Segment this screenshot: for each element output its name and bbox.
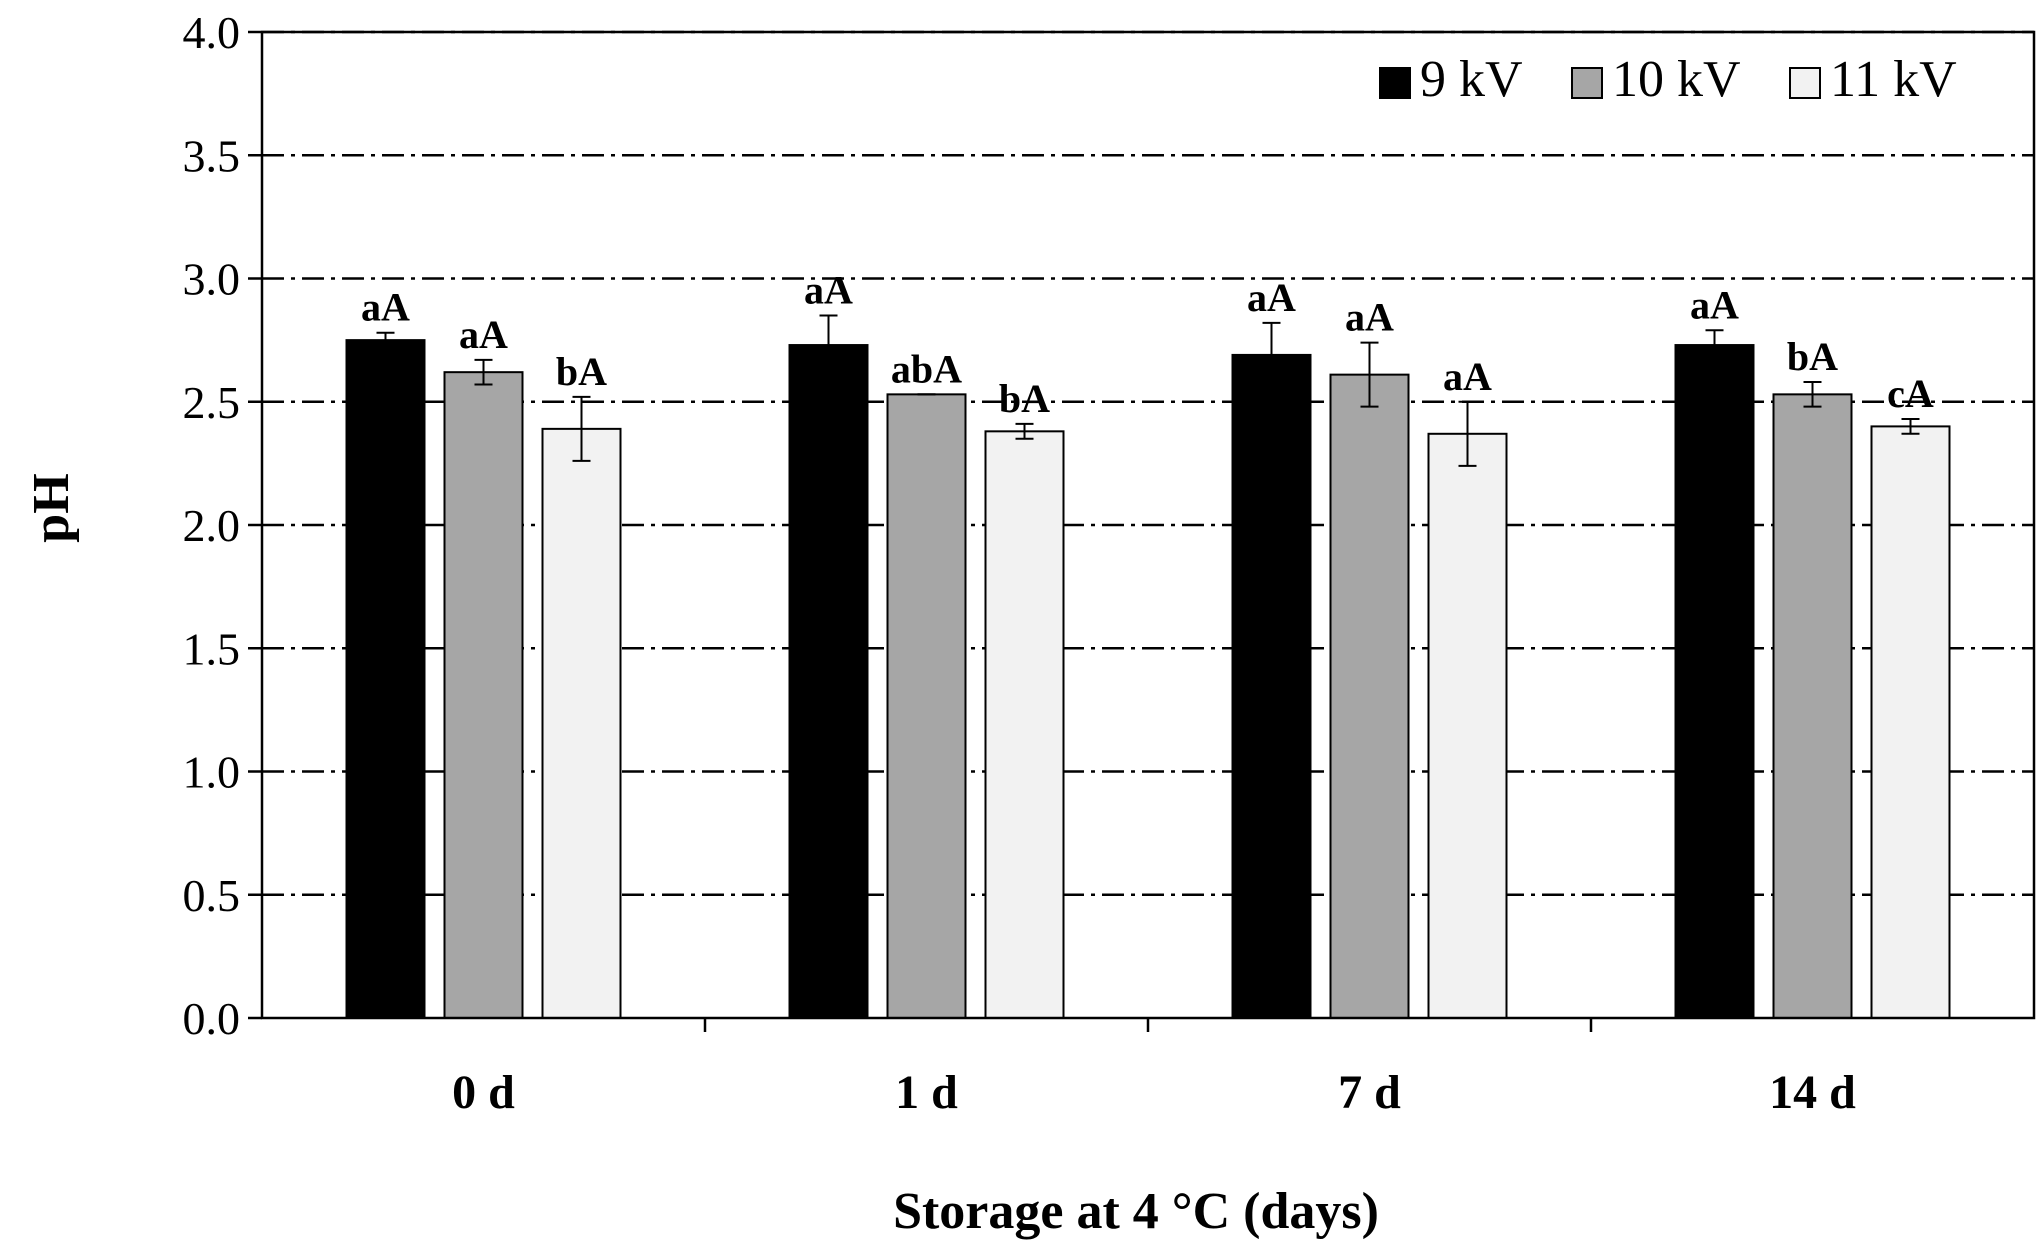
legend-swatch-0 <box>1379 67 1411 99</box>
y-tick-label-5: 2.5 <box>183 377 241 428</box>
y-tick-label-7: 3.5 <box>183 130 241 181</box>
legend-label-1: 10 kV <box>1612 51 1741 108</box>
sig-label-1-2: aA <box>1345 295 1394 340</box>
y-tick-label-3: 1.5 <box>183 623 241 674</box>
significance-labels: aA aA bA aA abA bA aA aA aA aA bA cA <box>361 267 1934 420</box>
y-tick-label-6: 3.0 <box>183 254 241 305</box>
x-tick-label-3: 14 d <box>1769 1066 1856 1119</box>
y-tick-label-2: 1.0 <box>183 747 241 798</box>
x-axis-title: Storage at 4 °C (days) <box>893 1183 1379 1240</box>
x-tick-label-2: 7 d <box>1338 1066 1401 1119</box>
plot-frame <box>260 30 2036 1020</box>
y-axis-title: pH <box>23 473 80 542</box>
legend-swatch-2 <box>1789 67 1821 99</box>
sig-label-1-1: abA <box>891 346 962 391</box>
sig-label-2-3: cA <box>1887 371 1934 416</box>
y-tick-label-0: 0.0 <box>183 993 241 1044</box>
gridlines <box>262 30 2034 896</box>
y-axis-ticks: 0.0 0.5 1.0 1.5 2.0 2.5 3.0 3.5 4.0 <box>183 7 262 1044</box>
sig-label-2-2: aA <box>1443 354 1492 399</box>
bars <box>345 339 1951 1020</box>
sig-label-2-0: bA <box>556 349 607 394</box>
plot-border <box>260 30 2036 1020</box>
sig-label-0-2: aA <box>1247 275 1296 320</box>
bar-1-1 <box>886 393 967 1020</box>
x-axis-ticks: 0 d 1 d 7 d 14 d <box>452 1018 1856 1119</box>
bar-1-0 <box>443 371 524 1020</box>
x-tick-label-0: 0 d <box>452 1066 515 1119</box>
legend: 9 kV 10 kV 11 kV <box>1379 51 1957 108</box>
bar-0-2 <box>1231 353 1312 1020</box>
sig-label-1-3: bA <box>1787 334 1838 379</box>
bar-2-1 <box>984 430 1065 1019</box>
y-tick-label-4: 2.0 <box>183 500 241 551</box>
x-tick-label-1: 1 d <box>895 1066 958 1119</box>
bar-2-3 <box>1870 425 1951 1019</box>
legend-label-0: 9 kV <box>1420 51 1523 108</box>
bar-0-0 <box>345 339 426 1019</box>
legend-label-2: 11 kV <box>1830 51 1957 108</box>
sig-label-0-1: aA <box>804 267 853 312</box>
sig-label-0-0: aA <box>361 285 410 330</box>
bar-2-0 <box>541 427 622 1019</box>
bar-1-3 <box>1772 393 1853 1020</box>
bar-0-1 <box>788 344 869 1019</box>
sig-label-1-0: aA <box>459 312 508 357</box>
legend-swatch-1 <box>1571 67 1603 99</box>
y-tick-label-8: 4.0 <box>183 7 241 58</box>
bar-2-2 <box>1427 432 1508 1020</box>
y-tick-label-1: 0.5 <box>183 870 241 921</box>
sig-label-2-1: bA <box>999 376 1050 421</box>
error-bars <box>376 314 1920 467</box>
sig-label-0-3: aA <box>1690 282 1739 327</box>
bar-0-3 <box>1674 344 1755 1019</box>
bar-1-2 <box>1329 373 1410 1019</box>
